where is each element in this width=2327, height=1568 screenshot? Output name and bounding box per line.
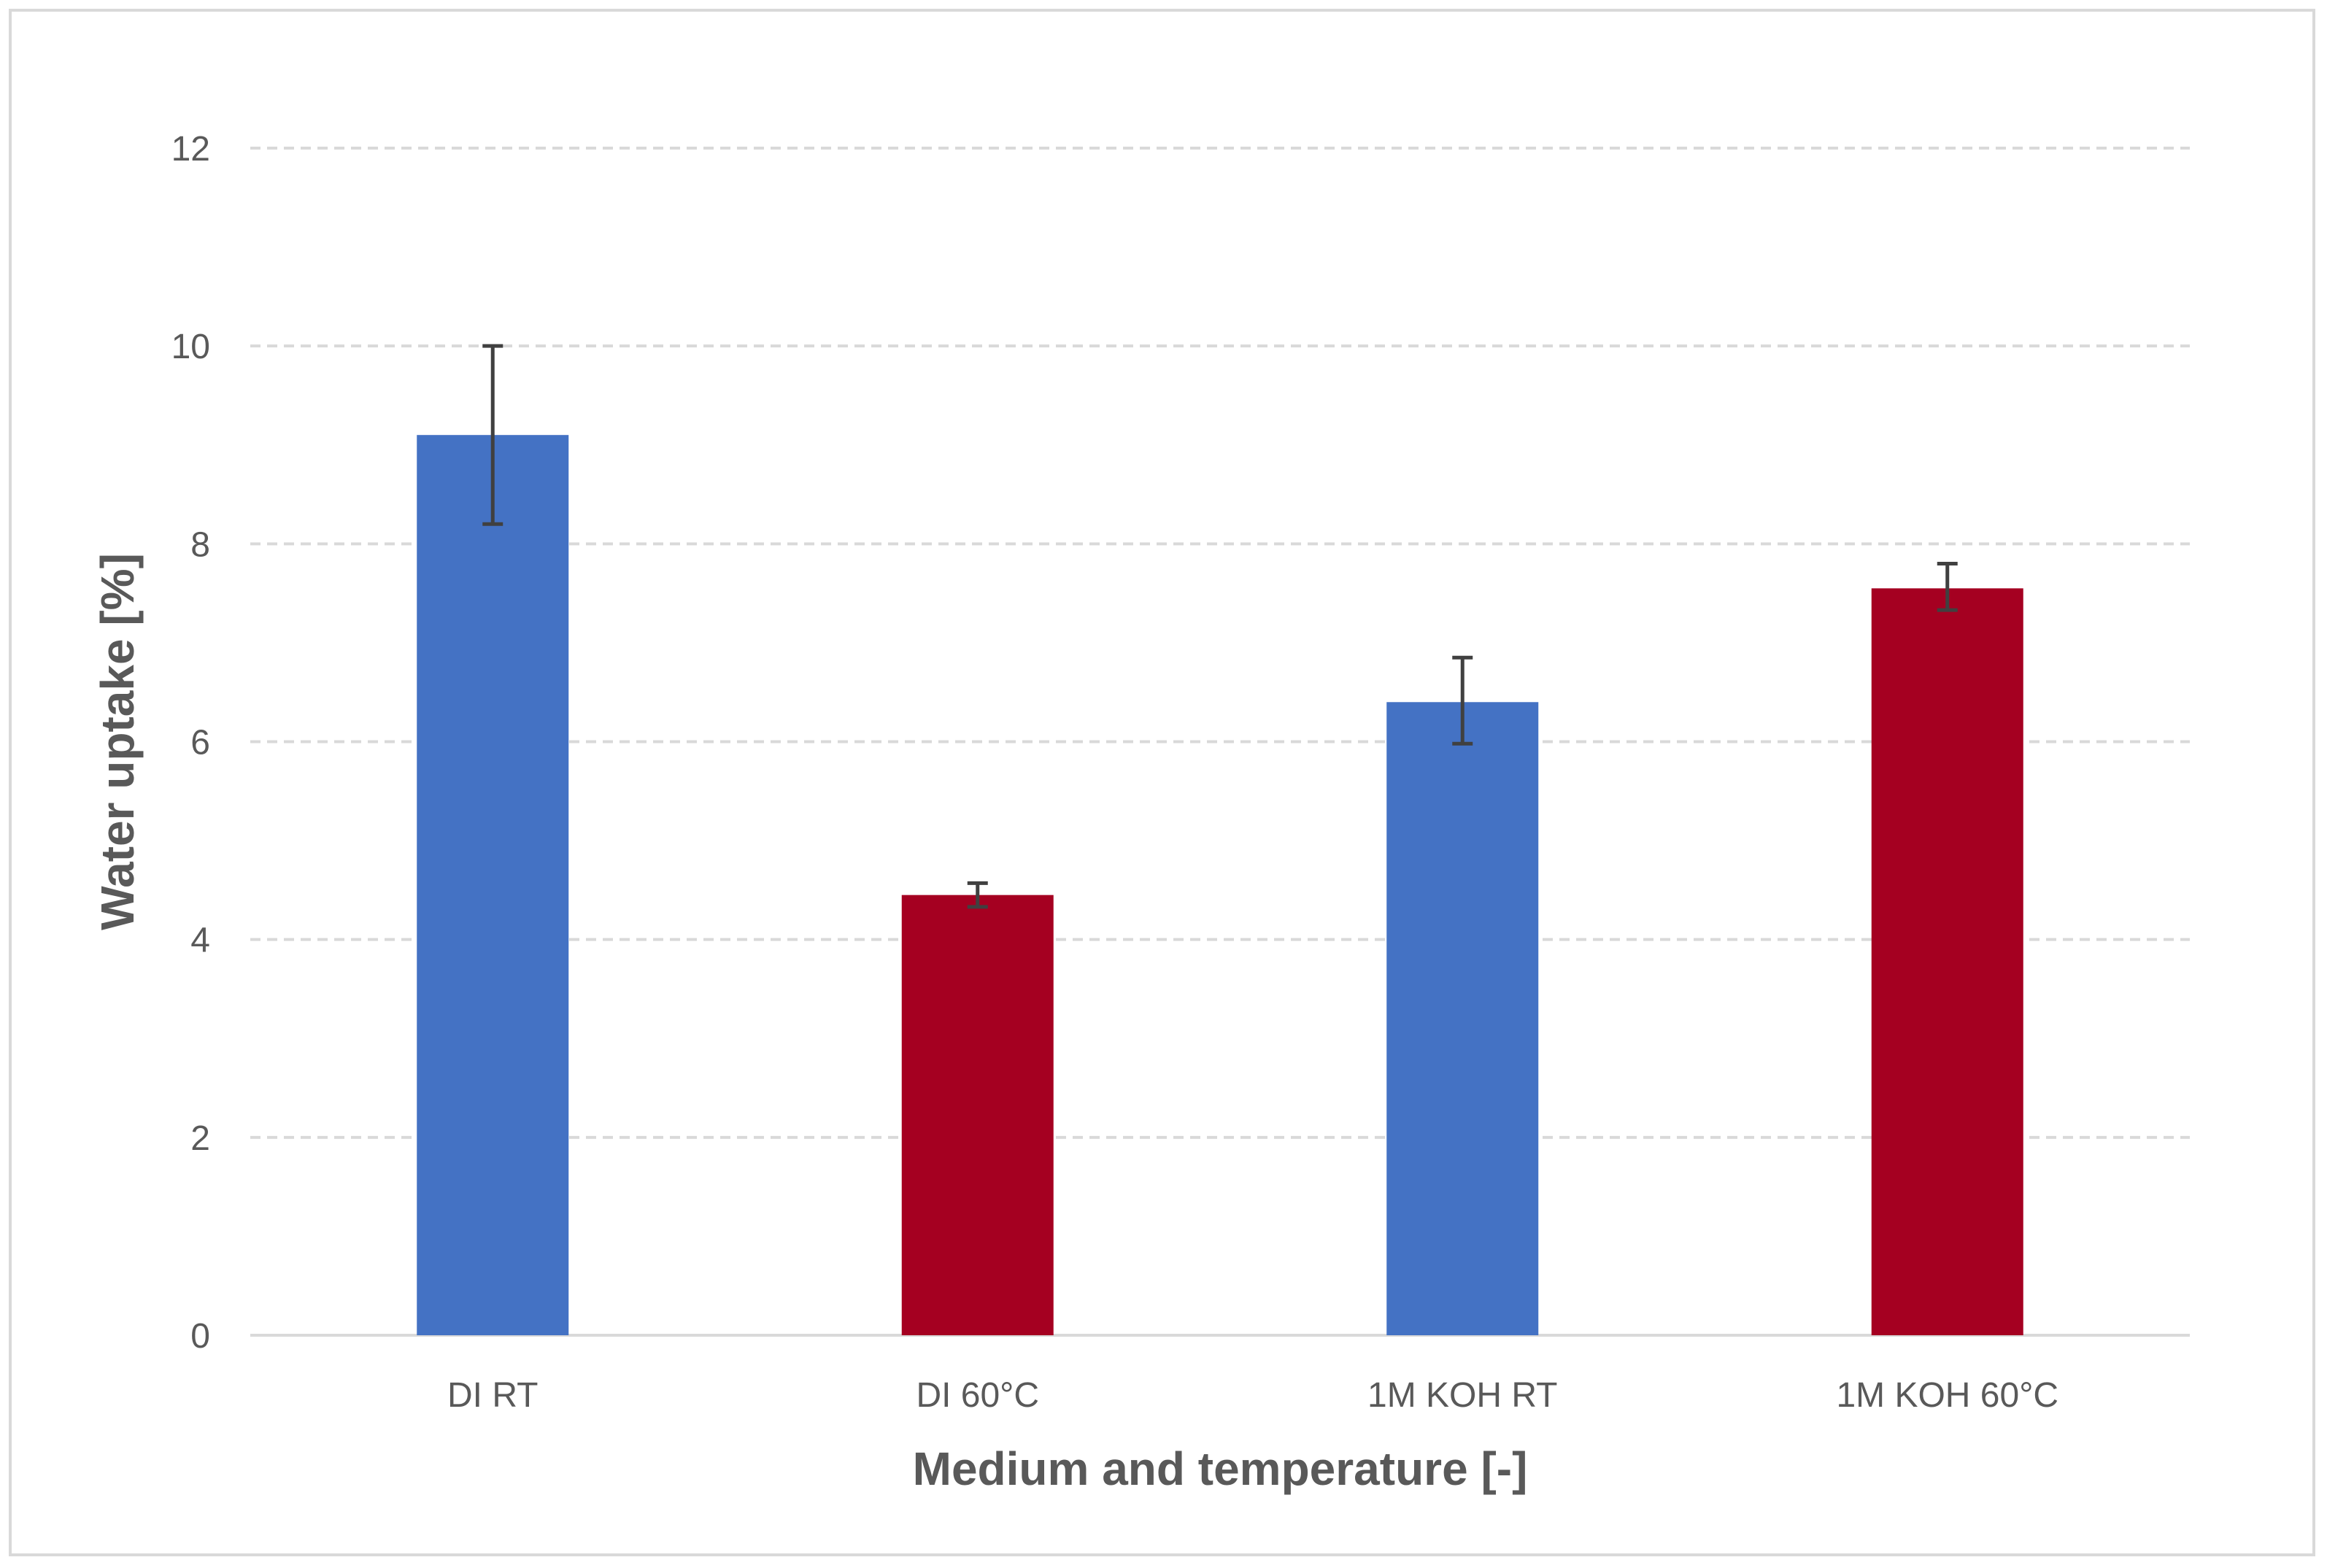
y-tick-label: 4 xyxy=(190,922,210,960)
bar xyxy=(1871,588,2023,1335)
bar xyxy=(417,435,569,1335)
y-tick-label: 6 xyxy=(190,724,210,762)
bar xyxy=(901,895,1054,1335)
y-tick-label: 10 xyxy=(171,328,210,366)
y-tick-labels: 0 2 4 6 8 10 12 xyxy=(171,130,210,1356)
error-bars xyxy=(482,344,1958,909)
bar xyxy=(1386,702,1539,1335)
x-tick-label: DI 60°C xyxy=(916,1376,1039,1415)
error-bar xyxy=(1937,561,1958,612)
x-tick-labels: DI RT DI 60°C 1M KOH RT 1M KOH 60°C xyxy=(447,1376,2058,1415)
error-bar xyxy=(482,344,503,526)
x-tick-label: 1M KOH RT xyxy=(1367,1376,1557,1415)
y-tick-label: 8 xyxy=(190,525,210,564)
error-bar xyxy=(1452,655,1473,746)
y-tick-label: 0 xyxy=(190,1317,210,1356)
bars xyxy=(417,435,2023,1335)
x-tick-label: DI RT xyxy=(447,1376,538,1415)
x-tick-label: 1M KOH 60°C xyxy=(1836,1376,2058,1415)
error-bar xyxy=(967,881,988,909)
gridlines xyxy=(250,147,2190,1337)
y-tick-label: 12 xyxy=(171,130,210,169)
y-axis-title: Water uptake [%] xyxy=(91,553,144,930)
y-tick-label: 2 xyxy=(190,1119,210,1158)
x-axis-title: Medium and temperature [-] xyxy=(913,1443,1528,1495)
